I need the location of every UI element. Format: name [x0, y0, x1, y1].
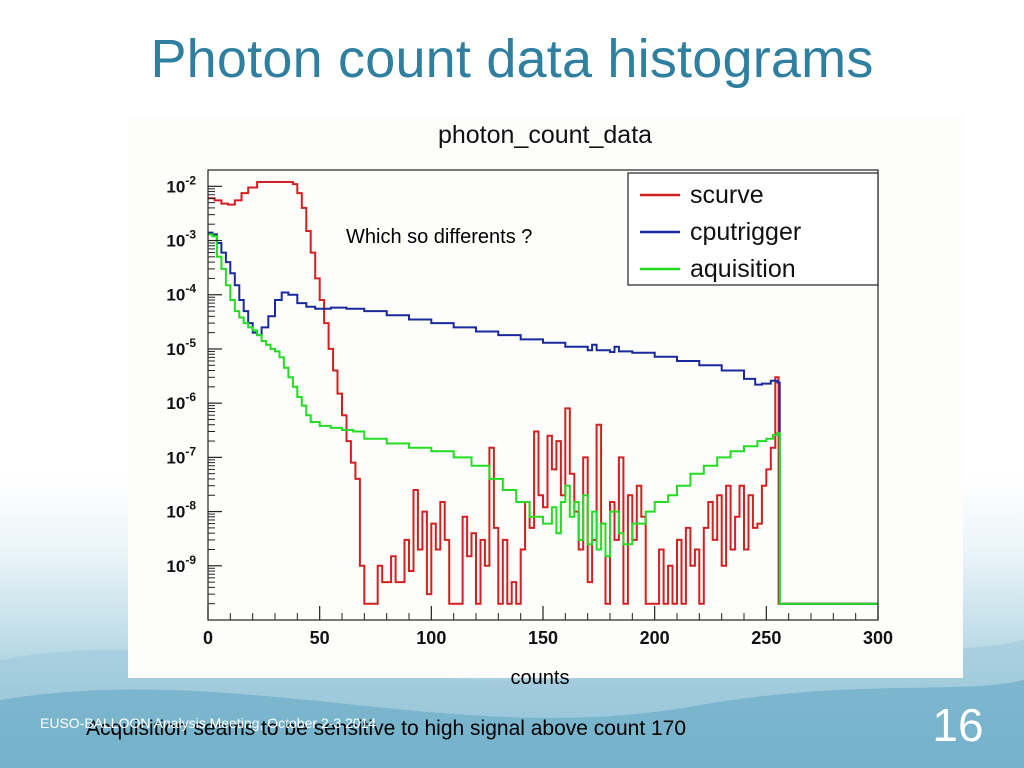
- slide-footer: EUSO-BALLOON Analysis Meeting, October 2…: [40, 715, 377, 731]
- legend-label-aquisition: aquisition: [690, 255, 796, 283]
- y-tick-label: 10-3: [166, 228, 196, 251]
- chart-annotation: Which so differents ?: [346, 226, 533, 248]
- photon-count-chart: photon_count_data 0 50 100 150 200 250 300 10-2…: [166, 121, 893, 648]
- slide-number: 16: [932, 699, 984, 751]
- y-tick-label: 10-5: [166, 336, 196, 359]
- chart-title: photon_count_data: [438, 121, 652, 149]
- legend-label-cputrigger: cputrigger: [690, 218, 801, 246]
- legend-box: [627, 172, 879, 286]
- y-tick-label: 10-4: [166, 282, 196, 305]
- x-tick-label: 150: [528, 628, 558, 648]
- series-line-cputrigger: [208, 231, 878, 605]
- legend-label-scurve: scurve: [690, 181, 764, 209]
- series-line-aquisition: [208, 233, 878, 605]
- x-axis-label: counts: [510, 667, 570, 689]
- x-tick-label: 0: [203, 628, 213, 648]
- chart-panel: photon_count_data 0 50 100 150 200 250 300 10-2…: [128, 115, 963, 678]
- x-tick-label: 250: [751, 628, 781, 648]
- slide-caption: Acquisition seams to be sensitive to hig…: [86, 717, 687, 740]
- y-tick-label: 10-8: [166, 499, 196, 522]
- x-tick-label: 200: [640, 628, 670, 648]
- y-tick-label: 10-2: [166, 173, 196, 196]
- x-tick-label: 50: [310, 628, 330, 648]
- x-tick-label: 100: [416, 628, 446, 648]
- y-tick-label: 10-7: [166, 444, 196, 467]
- x-tick-label: 300: [863, 628, 893, 648]
- y-tick-label: 10-6: [166, 390, 196, 413]
- y-tick-label: 10-9: [166, 553, 196, 576]
- slide-title: Photon count data histograms: [150, 29, 874, 89]
